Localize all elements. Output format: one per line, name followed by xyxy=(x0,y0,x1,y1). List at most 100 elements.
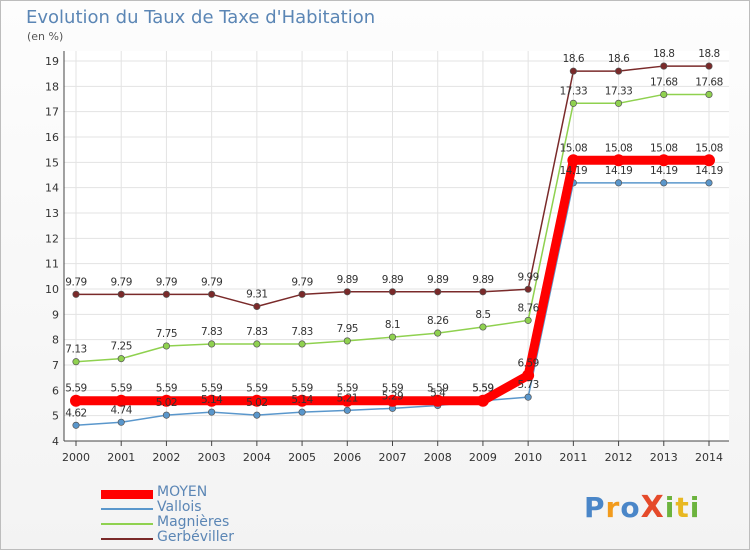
data-point-MOYEN xyxy=(205,394,218,407)
data-label-Gerbéviller: 9.89 xyxy=(337,274,358,286)
data-label-Gerbéviller: 18.8 xyxy=(653,48,674,60)
data-point-Gerbéviller xyxy=(298,290,306,298)
logo-letter: P xyxy=(584,491,606,524)
data-label-Vallois: 5.14 xyxy=(291,394,313,406)
data-point-Magnières xyxy=(705,90,713,98)
data-label-Magnières: 17.33 xyxy=(560,85,588,97)
logo-letter: o xyxy=(620,491,641,524)
data-point-Gerbéviller xyxy=(569,67,577,75)
logo-letter: r xyxy=(605,491,621,524)
data-point-MOYEN xyxy=(160,394,173,407)
data-label-MOYEN: 5.59 xyxy=(472,383,493,395)
data-label-Magnières: 17.68 xyxy=(695,76,723,88)
data-label-Vallois: 14.19 xyxy=(605,165,633,177)
data-label-Vallois: 5.14 xyxy=(201,394,223,406)
data-point-Magnières xyxy=(162,342,170,350)
data-point-Vallois xyxy=(208,408,216,416)
data-label-Gerbéviller: 9.89 xyxy=(427,274,448,286)
data-point-Gerbéviller xyxy=(253,302,261,311)
data-label-Gerbéviller: 9.79 xyxy=(111,276,132,288)
data-point-Magnières xyxy=(298,340,306,348)
y-tick-label: 4 xyxy=(52,435,59,448)
data-label-Gerbéviller: 18.6 xyxy=(563,53,585,65)
data-label-Magnières: 8.5 xyxy=(475,309,490,321)
legend-label: Gerbéviller xyxy=(157,529,235,545)
legend-label: Vallois xyxy=(157,499,202,515)
x-tick-label: 2005 xyxy=(288,451,316,464)
data-label-MOYEN: 6.59 xyxy=(517,357,538,369)
data-point-Magnières xyxy=(117,355,125,363)
chart-title: Evolution du Taux de Taxe d'Habitation xyxy=(26,7,376,28)
data-point-Gerbéviller xyxy=(660,62,668,70)
data-point-MOYEN xyxy=(567,154,580,167)
x-tick-label: 2010 xyxy=(514,451,542,464)
data-label-Magnières: 7.95 xyxy=(337,323,358,335)
logo-letter: i xyxy=(689,491,701,524)
data-label-MOYEN: 5.59 xyxy=(427,383,448,395)
data-point-Vallois xyxy=(298,408,306,416)
y-tick-label: 6 xyxy=(52,384,59,397)
y-tick-label: 10 xyxy=(45,283,59,296)
data-label-Magnières: 7.83 xyxy=(246,326,267,338)
data-point-Magnières xyxy=(388,333,397,341)
data-label-Magnières: 7.25 xyxy=(111,341,132,353)
data-point-Vallois xyxy=(343,406,351,414)
data-label-MOYEN: 5.59 xyxy=(382,383,403,395)
data-label-Vallois: 4.74 xyxy=(111,404,133,416)
data-point-Gerbéviller xyxy=(162,290,170,298)
proxiti-logo: ProXiti xyxy=(584,490,700,525)
y-tick-label: 15 xyxy=(45,156,59,169)
y-tick-label: 16 xyxy=(45,131,59,144)
data-label-Magnières: 17.33 xyxy=(605,85,633,97)
data-point-Vallois xyxy=(524,393,532,401)
data-label-Vallois: 14.19 xyxy=(560,165,588,177)
legend-swatch xyxy=(101,538,153,540)
data-label-MOYEN: 15.08 xyxy=(605,142,633,154)
data-label-Vallois: 5.21 xyxy=(337,392,358,404)
data-label-Gerbéviller: 9.79 xyxy=(201,276,222,288)
data-point-Magnières xyxy=(524,316,532,324)
data-label-Gerbéviller: 9.31 xyxy=(246,288,267,300)
data-point-Vallois xyxy=(253,411,261,419)
legend-item: Magnières xyxy=(101,514,321,532)
data-label-Gerbéviller: 18.8 xyxy=(698,48,719,60)
data-label-MOYEN: 5.59 xyxy=(201,383,222,395)
legend-item: MOYEN xyxy=(101,484,321,502)
chart-subtitle: (en %) xyxy=(27,30,64,43)
data-point-MOYEN xyxy=(612,154,625,167)
y-tick-label: 19 xyxy=(45,55,59,68)
x-tick-label: 2011 xyxy=(559,451,587,464)
data-point-Gerbéviller xyxy=(524,285,532,293)
x-tick-label: 2013 xyxy=(650,451,678,464)
data-point-Gerbéviller xyxy=(72,290,80,298)
data-label-Magnières: 8.76 xyxy=(517,302,539,314)
x-tick-label: 2004 xyxy=(243,451,271,464)
data-point-Gerbéviller xyxy=(208,290,216,298)
data-point-Gerbéviller xyxy=(615,67,623,75)
data-label-Magnières: 7.83 xyxy=(291,326,312,338)
data-label-MOYEN: 15.08 xyxy=(695,142,723,154)
data-label-Magnières: 17.68 xyxy=(650,76,678,88)
data-label-Vallois: 5.02 xyxy=(156,397,177,409)
data-label-MOYEN: 5.59 xyxy=(65,383,86,395)
data-label-Gerbéviller: 9.79 xyxy=(65,276,86,288)
data-point-MOYEN xyxy=(341,394,354,407)
data-label-Gerbéviller: 9.99 xyxy=(517,271,538,283)
y-tick-label: 13 xyxy=(45,207,59,220)
y-tick-label: 14 xyxy=(45,182,59,195)
data-point-Vallois xyxy=(660,179,668,187)
data-point-Magnières xyxy=(434,329,442,337)
data-point-MOYEN xyxy=(70,394,82,407)
data-label-Magnières: 8.1 xyxy=(385,319,400,331)
data-point-Vallois xyxy=(117,418,125,426)
data-label-Magnières: 7.13 xyxy=(65,344,86,356)
x-tick-label: 2002 xyxy=(152,451,180,464)
logo-letter: t xyxy=(675,491,690,524)
data-label-Gerbéviller: 9.89 xyxy=(382,274,403,286)
data-label-Vallois: 5.59 xyxy=(472,383,493,395)
data-label-Vallois: 5.29 xyxy=(382,390,403,402)
data-point-Vallois xyxy=(615,179,623,187)
data-label-MOYEN: 5.59 xyxy=(246,383,267,395)
data-label-Magnières: 7.83 xyxy=(201,326,222,338)
data-label-MOYEN: 15.08 xyxy=(560,142,588,154)
